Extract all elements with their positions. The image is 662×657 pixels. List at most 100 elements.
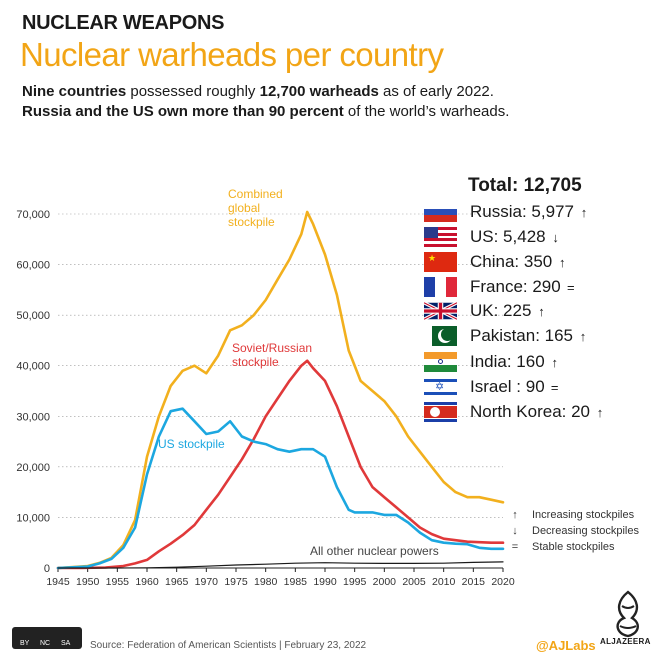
x-tick-label: 1980	[254, 576, 278, 588]
russia-series-label: Soviet/Russian	[232, 341, 312, 355]
trend-key-row: = Stable stockpiles	[508, 541, 615, 553]
y-tick-label: 30,000	[16, 411, 50, 423]
legend-row: France: 290 =	[424, 276, 577, 298]
subtitle-line-2: Russia and the US own more than 90 perce…	[22, 103, 509, 120]
legend-row: North Korea: 20 ↑	[424, 401, 606, 423]
trend-key-symbol: ↑	[512, 509, 518, 521]
source-note: Source: Federation of American Scientist…	[90, 640, 367, 651]
flag-part	[424, 215, 457, 222]
russia-series-line	[56, 359, 505, 570]
flag-part	[424, 418, 457, 419]
combined-series-label: stockpile	[228, 215, 275, 229]
india-flag-icon	[424, 352, 457, 372]
legend-row: ★ China: 350 ↑	[424, 251, 568, 273]
trend-key-label: Decreasing stockpiles	[532, 525, 639, 537]
x-tick-label: 1985	[284, 576, 308, 588]
flag-part	[424, 227, 438, 238]
combined-series-label: Combined	[228, 187, 283, 201]
combined-series-line	[56, 210, 505, 570]
x-tick-label: 1990	[313, 576, 337, 588]
legend-country-label: China: 350	[470, 252, 553, 271]
flag-part	[424, 419, 457, 422]
section-kicker: NUCLEAR WEAPONS	[22, 12, 225, 34]
x-tick-label: 2005	[402, 576, 426, 588]
legend-row: India: 160 ↑	[424, 351, 561, 373]
subtitle-emphasis: 12,700 warheads	[259, 83, 379, 100]
trend-indicator-icon: ↑	[538, 303, 545, 319]
flag-part	[424, 209, 457, 215]
trend-indicator-icon: ↑	[596, 404, 604, 420]
flag-part	[424, 232, 457, 236]
aljazeera-wordmark: ALJAZEERA	[600, 637, 651, 646]
flag-part	[424, 244, 457, 247]
cc-sa-label: SA	[61, 640, 71, 647]
flag-part	[424, 227, 457, 230]
x-tick-label: 2010	[432, 576, 456, 588]
x-tick-label: 1960	[135, 576, 159, 588]
legend-country-label: Israel : 90	[470, 377, 545, 396]
subtitle-text: as of early 2022.	[378, 83, 494, 100]
x-tick-label: 2000	[373, 576, 397, 588]
flag-part	[424, 402, 457, 405]
flag-part	[424, 359, 457, 365]
trend-key-symbol: ↓	[512, 525, 518, 537]
trend-indicator-icon: ↓	[552, 229, 559, 245]
y-tick-label: 0	[44, 563, 50, 575]
trend-key-symbol: =	[511, 541, 519, 553]
legend-total: Total: 12,705	[468, 175, 582, 196]
y-tick-label: 60,000	[16, 260, 50, 272]
north-korea-flag-icon	[424, 402, 457, 422]
flag-part	[424, 365, 457, 372]
legend-row: Russia: 5,977 ↑	[424, 201, 590, 223]
china-flag-icon: ★	[424, 252, 457, 272]
legend-row: ✡ Israel : 90 =	[424, 376, 561, 398]
legend-country-label: France: 290	[470, 277, 561, 296]
y-tick-label: 10,000	[16, 512, 50, 524]
y-tick-label: 50,000	[16, 310, 50, 322]
trend-indicator-icon: =	[566, 279, 575, 295]
cc-by-label: BY	[20, 640, 30, 647]
us-series-label: US stockpile	[158, 437, 225, 451]
trend-key-label: Stable stockpiles	[532, 541, 615, 553]
flag-part	[424, 202, 457, 209]
legend-country-label: UK: 225	[470, 301, 532, 320]
flag-part	[424, 277, 435, 297]
x-tick-label: 1970	[195, 576, 219, 588]
cc-nc-label: NC	[40, 640, 51, 647]
flag-part	[438, 359, 443, 364]
flag-part	[446, 277, 457, 297]
aljazeera-logo-icon	[616, 590, 639, 638]
x-tick-label: 1950	[76, 576, 100, 588]
combined-series-label: global	[228, 201, 260, 215]
us-series-line	[56, 407, 505, 570]
flag-part	[424, 392, 457, 395]
x-tick-label: 1975	[224, 576, 248, 588]
pakistan-flag-icon	[424, 326, 457, 346]
trend-indicator-icon: ↑	[579, 328, 587, 344]
russia-series-label: stockpile	[232, 355, 279, 369]
trend-indicator-icon: ↑	[551, 354, 558, 370]
creative-commons-badge: BY NC SA	[12, 627, 82, 649]
flag-part	[435, 277, 446, 297]
y-tick-label: 40,000	[16, 361, 50, 373]
flag-part	[424, 301, 457, 321]
flag-part	[424, 252, 457, 272]
flag-part	[424, 238, 457, 242]
x-tick-label: 1995	[343, 576, 367, 588]
subtitle-text: possessed roughly	[126, 83, 260, 100]
flag-part	[424, 277, 457, 297]
other-series-line	[57, 561, 504, 569]
other-series-label: All other nuclear powers	[310, 544, 439, 558]
trend-indicator-icon: ↑	[580, 204, 588, 220]
x-tick-label: 2020	[491, 576, 515, 588]
uk-flag-icon	[424, 301, 457, 321]
france-flag-icon	[424, 277, 457, 297]
subtitle-emphasis: Russia and the US own more than 90 perce…	[22, 103, 344, 120]
russia-flag-icon	[424, 202, 457, 222]
flag-part	[424, 379, 457, 382]
chart-title: Nuclear warheads per country	[20, 36, 444, 73]
israel-flag-icon: ✡	[424, 377, 457, 397]
flag-part	[424, 406, 457, 418]
flag-part	[424, 235, 457, 239]
legend-row: Pakistan: 165 ↑	[424, 325, 589, 347]
